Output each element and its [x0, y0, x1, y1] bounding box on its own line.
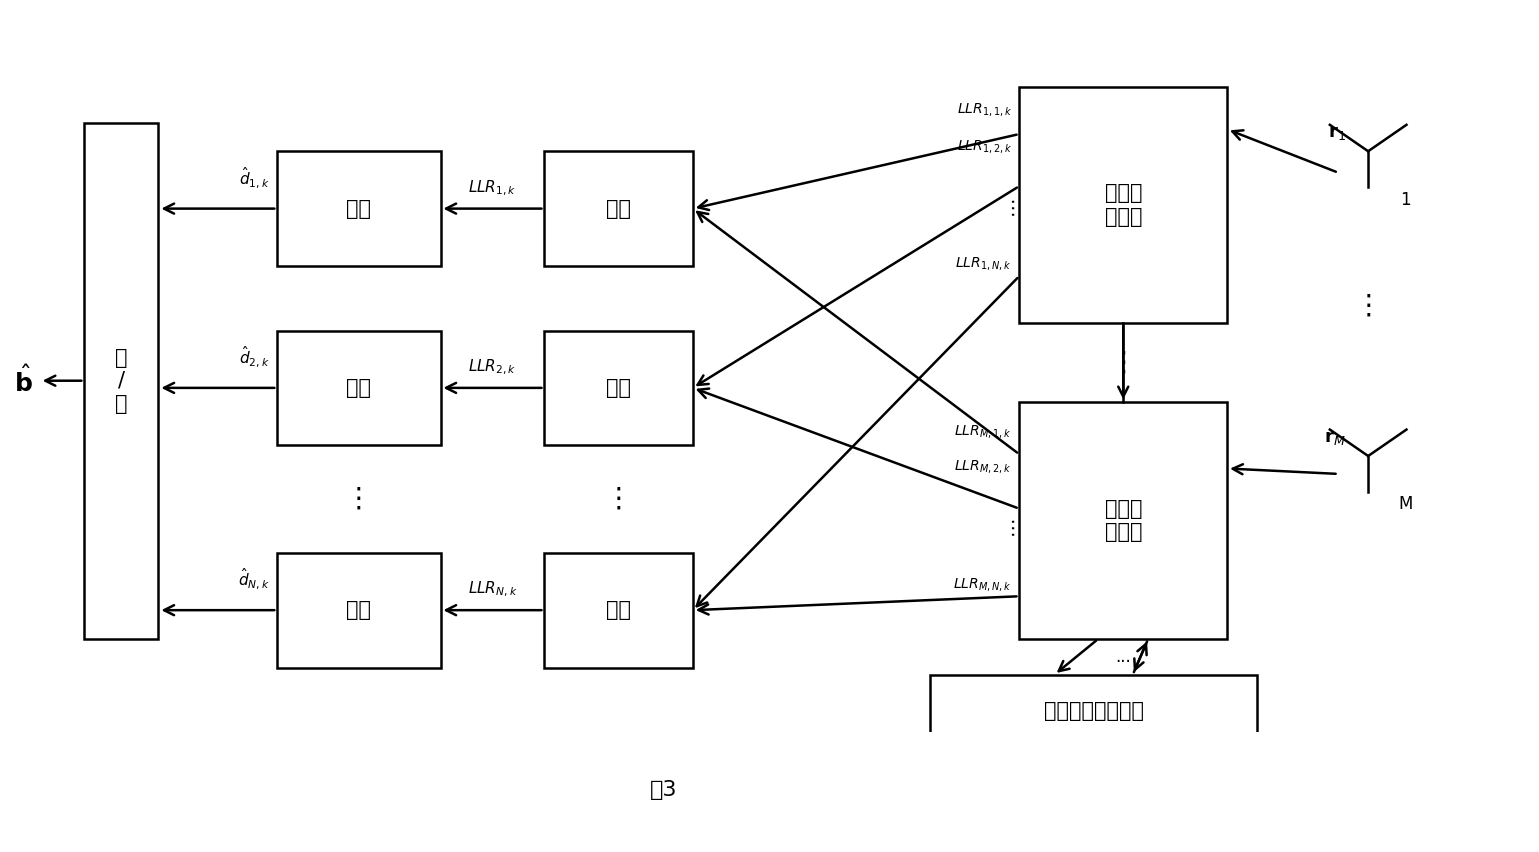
Text: 量化: 量化 [346, 600, 371, 620]
FancyBboxPatch shape [930, 675, 1257, 746]
Text: M: M [1397, 496, 1413, 514]
Text: $\mathbf{r}_1$: $\mathbf{r}_1$ [1328, 124, 1347, 142]
FancyBboxPatch shape [545, 152, 693, 266]
Text: $LLR_{2,k}$: $LLR_{2,k}$ [468, 358, 517, 377]
Text: 外部信息合并选择: 外部信息合并选择 [1043, 700, 1143, 721]
Text: ...: ... [1116, 648, 1131, 665]
Text: $LLR_{1,2,k}$: $LLR_{1,2,k}$ [957, 138, 1013, 154]
FancyBboxPatch shape [85, 123, 159, 639]
FancyBboxPatch shape [545, 331, 693, 446]
Text: $LLR_{N,k}$: $LLR_{N,k}$ [468, 580, 517, 600]
Text: $LLR_{M,N,k}$: $LLR_{M,N,k}$ [953, 576, 1013, 593]
FancyBboxPatch shape [1019, 87, 1227, 324]
Text: 新迭代
译码器: 新迭代 译码器 [1105, 183, 1142, 227]
FancyBboxPatch shape [277, 152, 440, 266]
Text: 图3: 图3 [649, 780, 677, 800]
Text: ⋮: ⋮ [605, 485, 633, 513]
Text: $\hat{d}_{2,k}$: $\hat{d}_{2,k}$ [239, 345, 269, 370]
Text: 平均: 平均 [606, 199, 631, 219]
Text: 平均: 平均 [606, 600, 631, 620]
Text: $\hat{d}_{N,k}$: $\hat{d}_{N,k}$ [239, 567, 269, 592]
Text: $LLR_{M,2,k}$: $LLR_{M,2,k}$ [954, 458, 1013, 475]
Text: ⋯: ⋯ [1002, 195, 1022, 215]
Text: ⋮: ⋮ [345, 485, 372, 513]
Text: 并
/
串: 并 / 串 [115, 348, 128, 414]
Text: $LLR_{1,N,k}$: $LLR_{1,N,k}$ [956, 256, 1013, 273]
Text: $LLR_{1,k}$: $LLR_{1,k}$ [468, 179, 517, 198]
Text: 量化: 量化 [346, 378, 371, 398]
Text: $\hat{\mathbf{b}}$: $\hat{\mathbf{b}}$ [14, 365, 32, 396]
Text: $LLR_{1,1,k}$: $LLR_{1,1,k}$ [957, 101, 1013, 118]
Text: $\hat{d}_{1,k}$: $\hat{d}_{1,k}$ [239, 165, 269, 191]
Text: 1: 1 [1400, 191, 1411, 209]
Text: ⋮: ⋮ [1110, 348, 1137, 377]
FancyBboxPatch shape [277, 553, 440, 667]
Text: $LLR_{M,1,k}$: $LLR_{M,1,k}$ [954, 423, 1013, 440]
FancyBboxPatch shape [1019, 402, 1227, 639]
Text: 平均: 平均 [606, 378, 631, 398]
FancyBboxPatch shape [277, 331, 440, 446]
Text: 新迭代
译码器: 新迭代 译码器 [1105, 499, 1142, 542]
FancyBboxPatch shape [545, 553, 693, 667]
Text: $\mathbf{r}_M$: $\mathbf{r}_M$ [1324, 429, 1347, 447]
Text: ⋯: ⋯ [1002, 515, 1022, 535]
Text: ⋮: ⋮ [1354, 291, 1382, 320]
Text: 量化: 量化 [346, 199, 371, 219]
